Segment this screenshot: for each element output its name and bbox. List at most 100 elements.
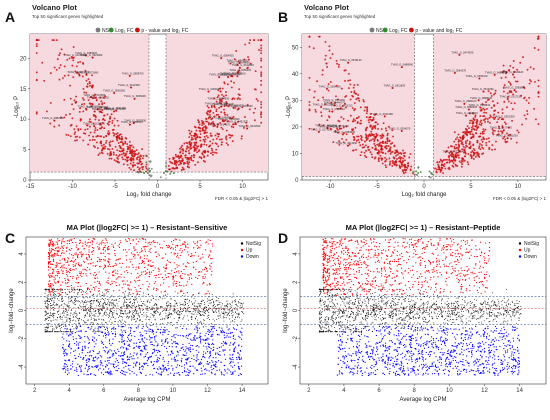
data-point — [363, 140, 366, 143]
notsig-point — [121, 305, 123, 307]
data-point — [394, 160, 397, 163]
up-point — [123, 276, 125, 278]
up-point — [209, 239, 211, 242]
up-point — [67, 278, 69, 280]
notsig-point — [73, 307, 75, 309]
notsig-point — [232, 293, 234, 295]
up-point — [72, 277, 74, 279]
data-point — [469, 133, 472, 136]
data-point — [113, 124, 116, 127]
notsig-point — [218, 304, 220, 306]
data-point — [479, 132, 482, 135]
data-point — [471, 133, 474, 135]
notsig-point — [58, 293, 60, 295]
data-point — [455, 155, 457, 158]
down-point — [65, 369, 67, 371]
down-point — [185, 362, 187, 364]
down-point — [148, 335, 151, 337]
notsig-point — [74, 298, 76, 300]
down-point — [181, 365, 183, 367]
notsig-point — [215, 308, 217, 310]
data-point — [226, 114, 229, 116]
up-point — [54, 244, 56, 246]
data-point — [122, 152, 125, 155]
data-point — [462, 157, 464, 160]
up-point — [77, 257, 79, 259]
up-point — [114, 269, 116, 271]
up-point — [56, 254, 58, 256]
data-point — [354, 107, 357, 110]
notsig-point — [82, 301, 84, 303]
notsig-point — [146, 301, 148, 303]
down-point — [104, 351, 106, 353]
notsig-point — [102, 324, 103, 326]
gene-label: TVAG_G_0910400 — [67, 70, 89, 74]
up-point — [48, 261, 51, 263]
data-point — [461, 141, 464, 144]
data-point — [494, 89, 497, 92]
data-point — [321, 69, 324, 72]
data-point — [215, 110, 218, 113]
data-point — [474, 155, 477, 158]
gene-label: TVAG_G_0484960 — [210, 116, 232, 120]
notsig-point — [81, 300, 83, 302]
notsig-point — [46, 296, 48, 298]
notsig-point — [230, 321, 232, 323]
up-point — [196, 244, 198, 247]
data-point — [120, 140, 123, 143]
up-point — [59, 277, 61, 279]
data-point — [110, 153, 113, 156]
data-point — [207, 123, 210, 126]
notsig-point — [133, 316, 135, 318]
data-point — [368, 121, 371, 124]
data-point — [207, 106, 210, 109]
x-tick-label: 10 — [239, 184, 246, 190]
gene-label: TVAG_G_0603700 — [92, 107, 114, 111]
notsig-point — [119, 319, 121, 321]
gene-label: TVAG_G_0870050 — [218, 72, 240, 76]
data-point — [260, 57, 263, 60]
data-point — [450, 145, 452, 148]
data-point — [260, 71, 263, 74]
up-point — [95, 286, 97, 288]
notsig-point — [53, 328, 55, 330]
data-point — [322, 96, 324, 99]
notsig-point — [65, 314, 67, 316]
data-point — [462, 158, 465, 161]
notsig-point — [190, 317, 192, 318]
notsig-point — [134, 316, 135, 318]
notsig-point — [79, 300, 81, 302]
down-point — [215, 352, 217, 354]
up-point — [180, 284, 182, 287]
up-point — [99, 259, 101, 261]
data-point — [171, 167, 174, 170]
data-point — [453, 140, 456, 143]
down-point — [98, 334, 100, 337]
notsig-point — [110, 304, 112, 306]
y-tick-label: 20 — [292, 125, 299, 131]
highlighted-point — [227, 76, 229, 79]
up-point — [101, 241, 103, 243]
data-point — [260, 103, 263, 106]
notsig-point — [64, 310, 66, 312]
notsig-point — [187, 319, 189, 321]
up-point — [124, 249, 126, 251]
down-point — [98, 352, 100, 354]
data-point — [180, 146, 183, 149]
data-point — [260, 116, 263, 118]
data-point — [190, 159, 193, 162]
data-point — [507, 80, 510, 83]
up-point — [56, 242, 59, 244]
notsig-point — [124, 320, 126, 322]
notsig-point — [239, 298, 241, 300]
data-point — [145, 163, 148, 166]
data-point — [442, 172, 445, 174]
data-point — [56, 58, 59, 61]
data-point — [396, 153, 399, 156]
data-point — [135, 149, 138, 151]
up-point — [65, 267, 67, 269]
notsig-point — [99, 302, 101, 304]
data-point — [476, 118, 478, 121]
data-point — [84, 128, 87, 131]
up-point — [80, 285, 82, 287]
